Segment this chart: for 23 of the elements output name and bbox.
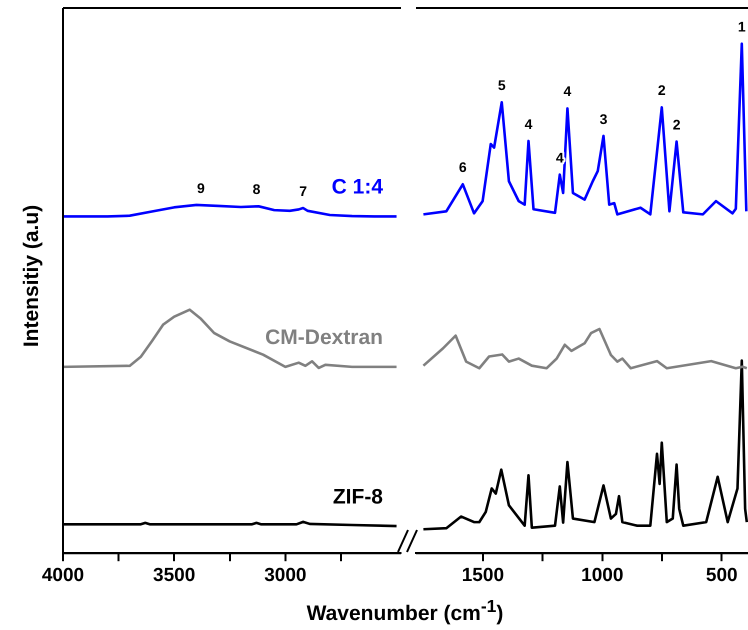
x-axis-title: Wavenumber (cm$^{-1}$) bbox=[306, 596, 504, 626]
y-axis-title: Intensitiy (a.u) bbox=[20, 204, 44, 348]
annotation: 2 bbox=[658, 82, 666, 98]
annotation: 2 bbox=[672, 116, 681, 132]
annotation: 1 bbox=[738, 18, 746, 35]
x-tick-label: 3500 bbox=[153, 564, 196, 586]
series-label: C 1:4 bbox=[332, 176, 384, 199]
annotation: 4 bbox=[524, 116, 533, 132]
annotation: 4 bbox=[556, 149, 564, 166]
annotation: 5 bbox=[498, 77, 506, 94]
annotation: 3 bbox=[600, 110, 608, 127]
x-tick-label: 1500 bbox=[462, 564, 504, 586]
x-tick-label: 1000 bbox=[581, 564, 624, 586]
annotation: 7 bbox=[299, 182, 308, 199]
annotation: 4 bbox=[564, 83, 572, 100]
x-tick-label: 500 bbox=[706, 564, 738, 586]
series-label: ZIF-8 bbox=[332, 485, 384, 508]
x-tick-label: 4000 bbox=[42, 564, 84, 586]
annotation: 6 bbox=[458, 159, 467, 176]
annotation: 8 bbox=[252, 181, 261, 198]
annotation: 9 bbox=[196, 180, 205, 196]
x-tick-label: 3000 bbox=[264, 564, 307, 586]
series-label: CM-Dextran bbox=[265, 326, 383, 350]
